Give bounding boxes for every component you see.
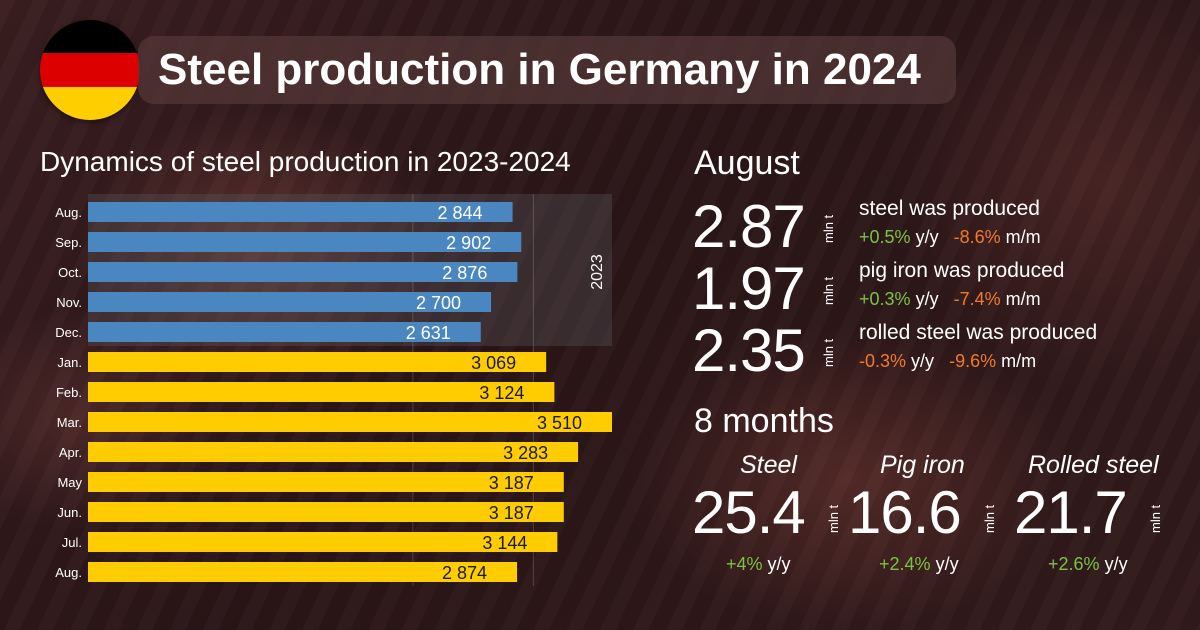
steel-august-desc: steel was produced bbox=[859, 197, 1040, 220]
data-label: 3 144 bbox=[482, 533, 527, 553]
pig-iron-august-value: 1.97 bbox=[692, 255, 806, 322]
rolled-steel-august-desc: rolled steel was produced bbox=[859, 321, 1098, 344]
category-label: Feb. bbox=[56, 385, 82, 400]
year-label: 2023 bbox=[589, 254, 606, 290]
rolled-steel-august-changes: -0.3% y/y -9.6% m/m bbox=[859, 351, 1037, 371]
pig-iron-8m-value: 16.6 bbox=[848, 479, 962, 546]
data-label: 3 510 bbox=[537, 413, 582, 433]
category-label: Jun. bbox=[57, 505, 82, 520]
data-label: 2 631 bbox=[406, 323, 451, 343]
category-label: Jan. bbox=[57, 355, 82, 370]
chart-title: Dynamics of steel production in 2023-202… bbox=[40, 146, 571, 177]
unit-label: mln t bbox=[1148, 504, 1163, 533]
bar bbox=[88, 502, 564, 522]
steel-8m-label: Steel bbox=[740, 451, 797, 479]
bar bbox=[88, 232, 522, 252]
august-heading: August bbox=[694, 144, 800, 182]
bar bbox=[88, 352, 547, 372]
yy-change: +0.5% bbox=[859, 227, 911, 247]
data-label: 2 844 bbox=[438, 203, 483, 223]
steel-8m-change: +4% y/y bbox=[726, 554, 791, 574]
bar bbox=[88, 532, 558, 552]
mm-change: -7.4% bbox=[953, 289, 1001, 309]
category-label: Oct. bbox=[58, 265, 82, 280]
pig-iron-8m-change: +2.4% y/y bbox=[879, 554, 959, 574]
bar bbox=[88, 202, 513, 222]
pig-iron-august-desc: pig iron was produced bbox=[859, 259, 1065, 282]
category-label: Dec. bbox=[55, 325, 82, 340]
unit-label: mln t bbox=[982, 504, 997, 533]
bar bbox=[88, 412, 612, 432]
rolled-steel-8m-change: +2.6% y/y bbox=[1048, 554, 1128, 574]
bar bbox=[88, 382, 555, 402]
category-label: May bbox=[57, 475, 82, 490]
category-label: Aug. bbox=[55, 205, 82, 220]
category-label: Jul. bbox=[62, 535, 82, 550]
data-label: 2 700 bbox=[416, 293, 461, 313]
bar-chart: Aug. 2 844 Sep. 2 902 Oct. 2 876 Nov. 2 700 Dec.… bbox=[55, 194, 612, 583]
steel-august-changes: +0.5% y/y -8.6% m/m bbox=[859, 227, 1041, 247]
data-label: 3 187 bbox=[489, 503, 534, 523]
rolled-steel-august-value: 2.35 bbox=[692, 317, 806, 384]
mm-change: -8.6% bbox=[953, 227, 1001, 247]
steel-august-value: 2.87 bbox=[692, 193, 806, 260]
rolled-steel-8m-value: 21.7 bbox=[1014, 479, 1128, 546]
steel-8m-value: 25.4 bbox=[692, 479, 806, 546]
data-label: 3 069 bbox=[471, 353, 516, 373]
bar bbox=[88, 472, 564, 492]
months8-heading: 8 months bbox=[694, 402, 834, 440]
data-label: 3 124 bbox=[479, 383, 524, 403]
pig-iron-8m-label: Pig iron bbox=[880, 451, 965, 479]
yy-change: -0.3% bbox=[859, 351, 907, 371]
data-label: 3 187 bbox=[489, 473, 534, 493]
header-banner bbox=[138, 36, 956, 104]
bar bbox=[88, 562, 518, 582]
unit-label: mln t bbox=[821, 276, 836, 305]
bar bbox=[88, 262, 518, 282]
yy-change: +0.3% bbox=[859, 289, 911, 309]
category-label: Nov. bbox=[56, 295, 82, 310]
mm-change: -9.6% bbox=[949, 351, 997, 371]
unit-label: mln t bbox=[821, 214, 836, 243]
data-label: 2 876 bbox=[442, 263, 487, 283]
category-label: Mar. bbox=[57, 415, 82, 430]
data-label: 3 283 bbox=[503, 443, 548, 463]
unit-label: mln t bbox=[821, 338, 836, 367]
rolled-steel-8m-label: Rolled steel bbox=[1028, 451, 1159, 479]
unit-label: mln t bbox=[826, 504, 841, 533]
data-label: 2 902 bbox=[446, 233, 491, 253]
category-label: Apr. bbox=[59, 445, 82, 460]
bar bbox=[88, 322, 481, 342]
data-label: 2 874 bbox=[442, 563, 487, 583]
category-label: Sep. bbox=[55, 235, 82, 250]
page-title: Steel production in Germany in 2024 bbox=[158, 45, 921, 94]
pig-iron-august-changes: +0.3% y/y -7.4% m/m bbox=[859, 289, 1041, 309]
bar bbox=[88, 442, 579, 462]
bar bbox=[88, 292, 492, 312]
category-label: Aug. bbox=[55, 565, 82, 580]
